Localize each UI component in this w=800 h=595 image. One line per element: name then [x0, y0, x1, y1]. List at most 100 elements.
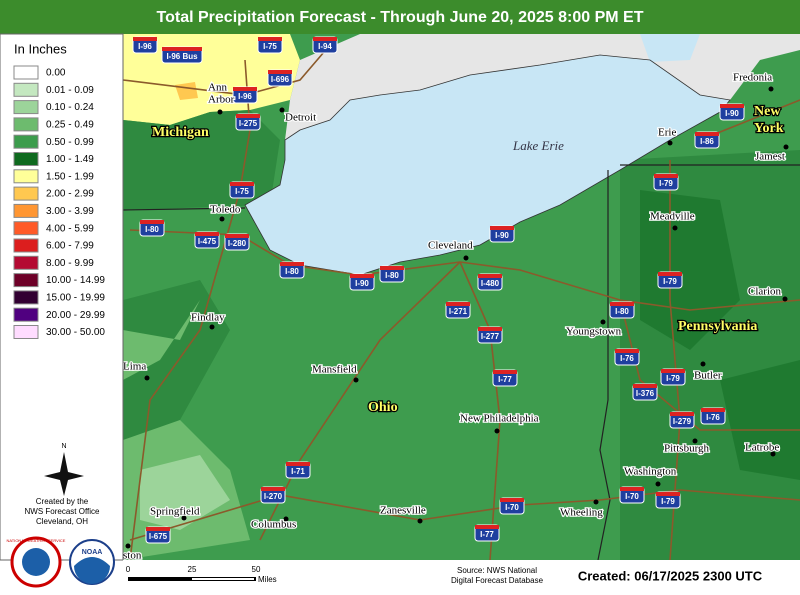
interstate-label: I-80	[615, 307, 629, 316]
interstate-shield-top	[656, 492, 680, 496]
city-dot	[181, 515, 187, 521]
interstate-label: I-271	[449, 307, 468, 316]
legend-label: 1.00 - 1.49	[46, 154, 94, 165]
legend-swatch	[13, 221, 39, 236]
city-dot	[770, 451, 776, 457]
city-label: Butler	[694, 370, 722, 382]
created: Created: 06/17/2025 2300 UTC	[578, 568, 763, 583]
interstate-shield-top	[701, 408, 725, 412]
legend-label: 8.00 - 9.99	[46, 258, 94, 269]
legend-label: 0.10 - 0.24	[46, 102, 94, 113]
precip-patch	[123, 280, 230, 460]
interstate-shield-top	[446, 302, 470, 306]
interstate-label: I-70	[505, 503, 519, 512]
interstate-shield-top	[195, 232, 219, 236]
interstate-label: I-475	[198, 237, 217, 246]
city-label: Meadville	[650, 211, 695, 223]
scale-label: 0	[126, 565, 131, 574]
scale-label: 25	[188, 565, 197, 574]
interstate-shield-top	[661, 369, 685, 373]
legend-swatch	[13, 325, 39, 339]
title-bar	[0, 0, 800, 34]
city-dot	[600, 319, 606, 325]
interstate-label: I-76	[706, 413, 720, 422]
city-dot	[593, 499, 599, 505]
source: Digital Forecast Database	[451, 576, 544, 585]
city-dot	[279, 107, 285, 113]
interstate-label: I-76	[620, 354, 634, 363]
city-dot	[700, 361, 706, 367]
city-dot	[782, 296, 788, 302]
interstate-shield-top	[258, 37, 282, 41]
legend-swatch	[13, 290, 39, 305]
city-label: Mansfield	[312, 364, 357, 376]
interstate-shield-top	[230, 182, 254, 186]
interstate-label: I-90	[355, 279, 369, 288]
interstate-shield-top	[261, 487, 285, 491]
interstate-label: I-376	[636, 389, 655, 398]
city-label: Fredonia	[733, 72, 772, 84]
city-dot	[692, 438, 698, 444]
legend-label: 2.00 - 2.99	[46, 189, 94, 200]
interstate-shield-top	[615, 349, 639, 353]
interstate-shield-top	[500, 498, 524, 502]
city-label: Zanesville	[380, 505, 426, 517]
interstate-label: I-71	[291, 467, 305, 476]
border	[597, 170, 611, 561]
precip-patch	[140, 455, 230, 530]
city-label: Youngstown	[566, 326, 622, 338]
legend-swatch	[13, 117, 39, 132]
state-label: York	[754, 121, 784, 136]
lake-label: Lake Erie	[512, 138, 564, 153]
interstate-label: I-90	[725, 109, 739, 118]
city-dot	[783, 144, 789, 150]
interstate-label: I-94	[318, 42, 332, 51]
legend-swatch	[13, 169, 39, 184]
interstate-label: I-279	[673, 417, 692, 426]
scale-bar-rect	[192, 578, 254, 580]
interstate-label: I-80	[385, 271, 399, 280]
city-label: Clarion	[748, 286, 781, 298]
city-dot	[655, 481, 661, 487]
interstate-label: I-480	[481, 279, 500, 288]
interstate-shield-top	[475, 525, 499, 529]
interstate-label: I-96	[238, 92, 252, 101]
legend-swatch	[13, 273, 39, 288]
interstate-label: I-277	[481, 332, 500, 341]
legend-swatch	[13, 152, 39, 166]
legend-label: 0.25 - 0.49	[46, 120, 94, 131]
interstate-shield-top	[490, 226, 514, 230]
interstate-label: I-675	[149, 532, 168, 541]
interstate-shield-top	[350, 274, 374, 278]
legend-label: 0.01 - 0.09	[46, 85, 94, 96]
interstate-label: I-75	[235, 187, 249, 196]
state-label: New	[754, 104, 781, 119]
city-label: Latrobe	[745, 442, 779, 454]
credit-line: Created by the	[36, 497, 89, 506]
interstate-shield-top	[695, 132, 719, 136]
interstate-shield-top	[380, 266, 404, 270]
interstate-shield-top	[236, 114, 260, 118]
interstate-label: I-270	[264, 492, 283, 501]
legend-label: 0.50 - 0.99	[46, 137, 94, 148]
interstate-label: I-77	[498, 375, 512, 384]
precip-patch	[640, 190, 740, 350]
city-dot	[768, 86, 774, 92]
city-label: Cleveland	[428, 240, 473, 252]
legend-label: 15.00 - 19.99	[46, 293, 105, 304]
state-label: Ohio	[368, 400, 398, 415]
noaa-logo-wave	[74, 557, 110, 584]
interstate-shield-top	[670, 412, 694, 416]
city-dot	[494, 428, 500, 434]
city-label: Jamest	[755, 151, 785, 163]
interstate-label: I-96	[138, 42, 152, 51]
legend-label: 6.00 - 7.99	[46, 241, 94, 252]
city-label: Findlay	[191, 312, 225, 324]
interstate-label: I-79	[661, 497, 675, 506]
legend-swatch	[13, 134, 39, 149]
legend-swatch	[13, 65, 39, 80]
lake-erie	[244, 54, 731, 276]
city-dot	[217, 109, 223, 115]
interstate-shield-top	[140, 220, 164, 224]
